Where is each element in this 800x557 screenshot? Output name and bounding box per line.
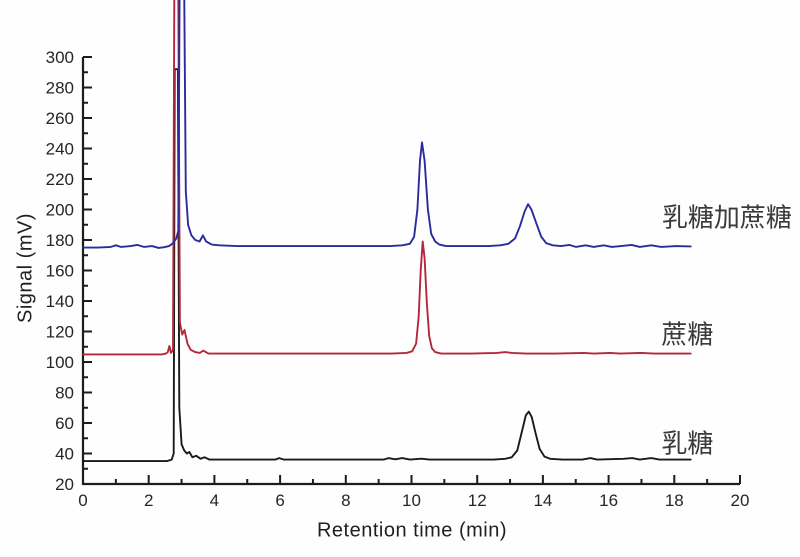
x-tick-label: 10 <box>402 491 421 510</box>
x-tick-label: 6 <box>275 491 284 510</box>
trace-label-lactose-plus-sucrose: 乳糖加蔗糖 <box>661 203 792 233</box>
x-tick-label: 2 <box>144 491 153 510</box>
axes <box>81 57 740 486</box>
y-tick-label: 260 <box>46 109 74 128</box>
y-tick-label: 300 <box>46 48 74 67</box>
y-tick-label: 140 <box>46 292 74 311</box>
x-tick-label: 14 <box>533 491 552 510</box>
x-axis-title: Retention time (min) <box>316 519 508 542</box>
trace-lactose <box>82 68 692 463</box>
trace-sucrose <box>82 0 692 356</box>
y-tick-label: 80 <box>55 384 74 403</box>
trace-label-sucrose: 蔗糖 <box>661 320 714 350</box>
trace-lactose-plus-sucrose <box>82 0 692 249</box>
y-tick-label: 160 <box>46 262 74 281</box>
x-tick-label: 20 <box>731 491 750 510</box>
y-tick-label: 240 <box>46 140 74 159</box>
y-tick-label: 280 <box>46 79 74 98</box>
y-axis-title: Signal (mV) <box>14 213 37 323</box>
x-tick-label: 0 <box>78 491 87 510</box>
ticks <box>82 56 741 485</box>
x-tick-label: 16 <box>599 491 618 510</box>
tick-labels: 2040608010012014016018020022024026028030… <box>46 48 750 510</box>
y-tick-label: 60 <box>55 414 74 433</box>
y-tick-label: 200 <box>46 201 74 220</box>
x-tick-label: 18 <box>665 491 684 510</box>
y-tick-label: 220 <box>46 170 74 189</box>
x-tick-label: 4 <box>210 491 219 510</box>
y-tick-label: 40 <box>55 445 74 464</box>
x-tick-label: 8 <box>341 491 350 510</box>
trace-label-lactose: 乳糖 <box>661 429 714 459</box>
x-tick-label: 12 <box>468 491 487 510</box>
y-tick-label: 20 <box>55 475 74 494</box>
y-tick-label: 100 <box>46 353 74 372</box>
y-tick-label: 180 <box>46 231 74 250</box>
y-tick-label: 120 <box>46 323 74 342</box>
